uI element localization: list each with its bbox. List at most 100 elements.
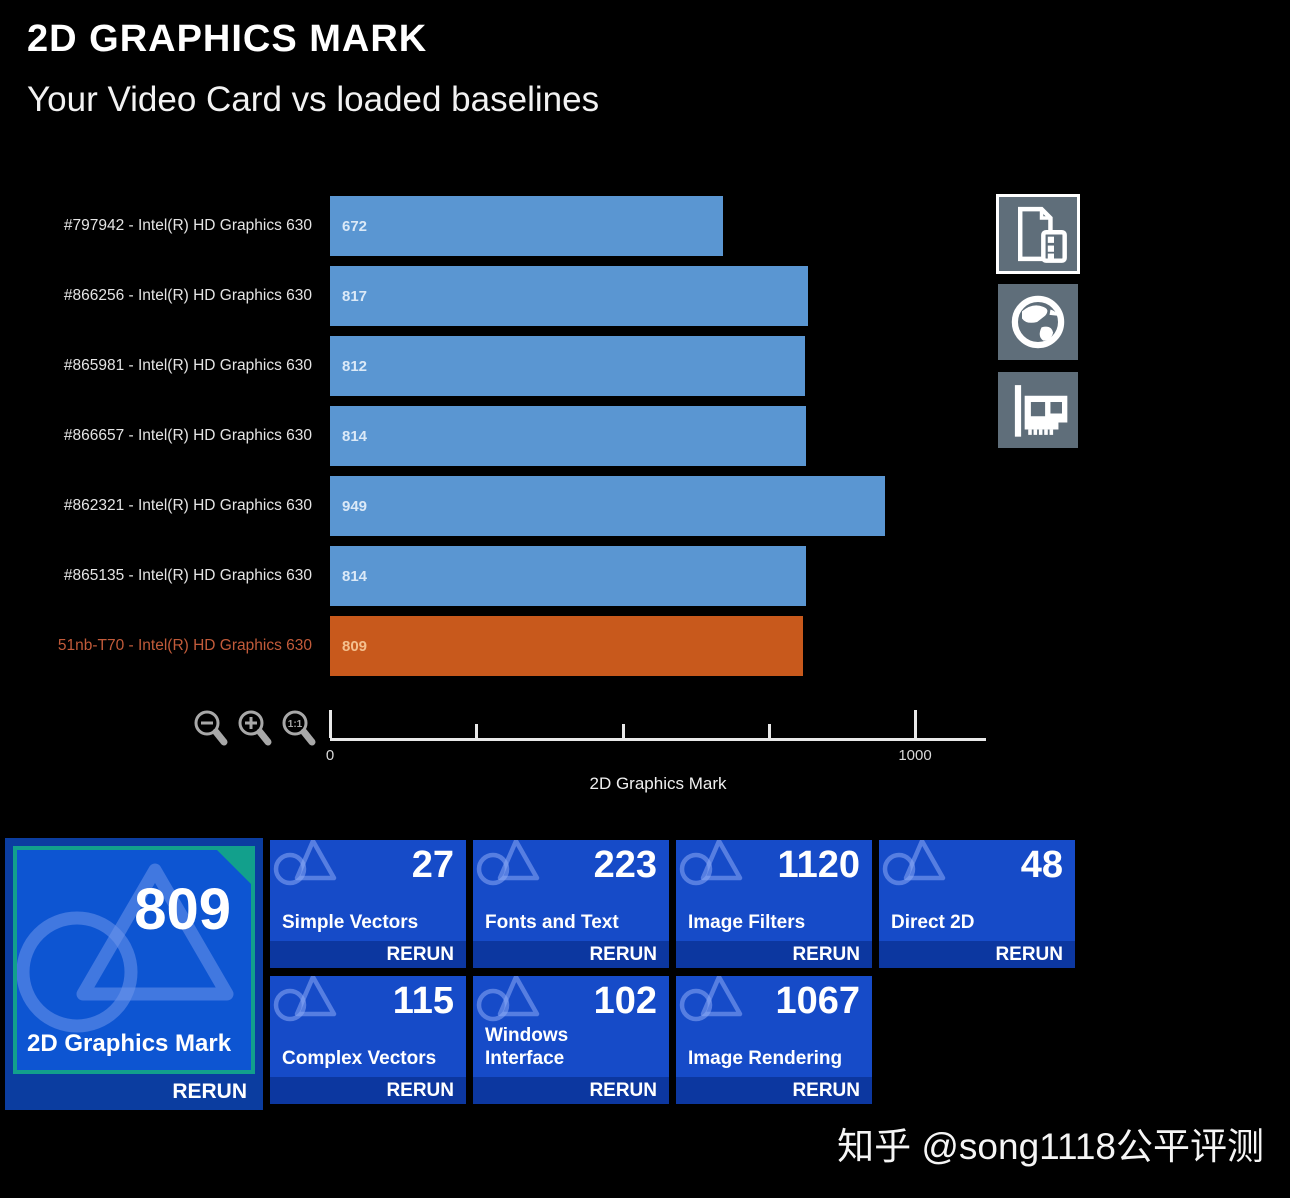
baseline-name-label: #866256 - Intel(R) HD Graphics 630 — [63, 287, 312, 304]
subtest-score: 48 — [1020, 844, 1063, 886]
subtest-tile[interactable]: 102 Windows Interface RERUN — [473, 976, 669, 1104]
zoom-in-button[interactable] — [234, 708, 276, 754]
score-bar-value: 812 — [342, 357, 368, 375]
magnifier-1to1-icon: 1:1 — [282, 710, 316, 746]
axis-tick — [914, 710, 917, 738]
chart-row: #866256 - Intel(R) HD Graphics 630 817 — [0, 266, 1290, 326]
main-score-label: 2D Graphics Mark — [27, 1030, 232, 1057]
2d-shapes-icon — [273, 976, 337, 1022]
score-bar-value: 949 — [342, 497, 368, 515]
2d-shapes-icon — [882, 840, 946, 886]
score-bar: 817 — [330, 266, 808, 326]
chart-row: #862321 - Intel(R) HD Graphics 630 949 — [0, 476, 1290, 536]
score-bar: 809 — [330, 616, 803, 676]
main-score-tile[interactable]: 809 2D Graphics Mark RERUN — [5, 838, 263, 1110]
baseline-bar-chart: #797942 - Intel(R) HD Graphics 630 672 #… — [0, 196, 1290, 676]
score-bar: 672 — [330, 196, 723, 256]
axis-tick-label: 1000 — [898, 747, 932, 764]
score-bar: 814 — [330, 406, 806, 466]
rerun-button[interactable]: RERUN — [879, 941, 1075, 968]
baseline-name-label: #865981 - Intel(R) HD Graphics 630 — [63, 357, 312, 374]
page-subtitle: Your Video Card vs loaded baselines — [27, 80, 600, 119]
subtest-score: 1067 — [775, 980, 860, 1022]
2d-shapes-icon — [273, 840, 337, 886]
video-card-icon — [1014, 385, 1068, 437]
svg-text:1:1: 1:1 — [288, 719, 303, 730]
rerun-button[interactable]: RERUN — [270, 1077, 466, 1104]
subtest-tile-grid: 27 Simple Vectors RERUN 223 Fonts and Te… — [270, 840, 1075, 1104]
rerun-button[interactable]: RERUN — [270, 941, 466, 968]
subtest-score: 115 — [392, 980, 454, 1022]
subtest-tile[interactable]: 115 Complex Vectors RERUN — [270, 976, 466, 1104]
rerun-button[interactable]: RERUN — [473, 1077, 669, 1104]
globe-icon — [1011, 295, 1065, 349]
score-bar-value: 672 — [342, 217, 368, 235]
subtest-name: Direct 2D — [891, 912, 975, 934]
subtest-name: Windows Interface — [485, 1025, 569, 1070]
magnifier-minus-icon — [194, 710, 228, 746]
web-baselines-button[interactable] — [998, 284, 1078, 360]
main-score-value: 809 — [134, 877, 231, 942]
report-document-icon — [1018, 206, 1067, 263]
watermark-text: 知乎 @song1118公平评测 — [837, 1126, 1264, 1167]
axis-tick — [329, 710, 332, 738]
subtest-name: Simple Vectors — [282, 912, 419, 934]
score-bar-value: 814 — [342, 427, 368, 445]
subtest-tile[interactable]: 223 Fonts and Text RERUN — [473, 840, 669, 968]
chart-x-axis: 0 1000 2D Graphics Mark — [0, 710, 1290, 810]
baseline-name-label: #866657 - Intel(R) HD Graphics 630 — [63, 427, 312, 444]
subtest-tile[interactable]: 1120 Image Filters RERUN — [676, 840, 872, 968]
chart-row: 51nb-T70 - Intel(R) HD Graphics 630 809 — [0, 616, 1290, 676]
rerun-button[interactable]: RERUN — [676, 1077, 872, 1104]
axis-tick — [621, 724, 625, 738]
zoom-out-button[interactable] — [190, 708, 232, 754]
subtest-tile[interactable]: 1067 Image Rendering RERUN — [676, 976, 872, 1104]
subtest-tile[interactable]: 48 Direct 2D RERUN — [879, 840, 1075, 968]
video-card-info-button[interactable] — [998, 372, 1078, 448]
page-title: 2D GRAPHICS MARK — [27, 18, 428, 60]
main-tile-accent-frame: 809 2D Graphics Mark — [13, 846, 255, 1074]
rerun-button[interactable]: RERUN — [172, 1080, 247, 1103]
subtest-name: Image Filters — [688, 912, 806, 934]
baseline-report-button[interactable] — [996, 194, 1080, 274]
subtest-name: Complex Vectors — [282, 1048, 437, 1070]
score-bar-value: 814 — [342, 567, 368, 585]
score-bar-value: 809 — [342, 637, 368, 655]
axis-tick — [475, 724, 479, 738]
score-bar: 812 — [330, 336, 805, 396]
baseline-name-label: #797942 - Intel(R) HD Graphics 630 — [63, 217, 312, 234]
score-bar-value: 817 — [342, 287, 368, 305]
2d-shapes-icon — [17, 856, 251, 1056]
subtest-score: 223 — [593, 844, 657, 886]
subtest-name: Image Rendering — [688, 1048, 843, 1070]
chart-row: #865981 - Intel(R) HD Graphics 630 812 — [0, 336, 1290, 396]
axis-title: 2D Graphics Mark — [589, 774, 727, 793]
rerun-button[interactable]: RERUN — [676, 941, 872, 968]
chart-row: #797942 - Intel(R) HD Graphics 630 672 — [0, 196, 1290, 256]
subtest-name: Fonts and Text — [485, 912, 619, 934]
magnifier-plus-icon — [238, 710, 272, 746]
baseline-name-label: 51nb-T70 - Intel(R) HD Graphics 630 — [57, 637, 312, 654]
subtest-score: 102 — [593, 980, 657, 1022]
subtest-tile[interactable]: 27 Simple Vectors RERUN — [270, 840, 466, 968]
zoom-reset-1to1-button[interactable]: 1:1 — [278, 708, 320, 754]
main-tile-face: 809 2D Graphics Mark — [17, 850, 251, 1070]
axis-tick — [767, 724, 771, 738]
score-bar: 949 — [330, 476, 885, 536]
baseline-name-label: #862321 - Intel(R) HD Graphics 630 — [63, 497, 312, 514]
subtest-score: 1120 — [777, 844, 860, 886]
chart-row: #865135 - Intel(R) HD Graphics 630 814 — [0, 546, 1290, 606]
subtest-score: 27 — [411, 844, 454, 886]
2d-shapes-icon — [679, 840, 743, 886]
2d-shapes-icon — [476, 840, 540, 886]
axis-line — [330, 738, 986, 741]
axis-tick-label: 0 — [325, 747, 335, 764]
2d-shapes-icon — [679, 976, 743, 1022]
score-bar: 814 — [330, 546, 806, 606]
baseline-name-label: #865135 - Intel(R) HD Graphics 630 — [63, 567, 312, 584]
chart-row: #866657 - Intel(R) HD Graphics 630 814 — [0, 406, 1290, 466]
chart-zoom-controls: 1:1 — [190, 708, 320, 754]
2d-shapes-icon — [476, 976, 540, 1022]
rerun-button[interactable]: RERUN — [473, 941, 669, 968]
